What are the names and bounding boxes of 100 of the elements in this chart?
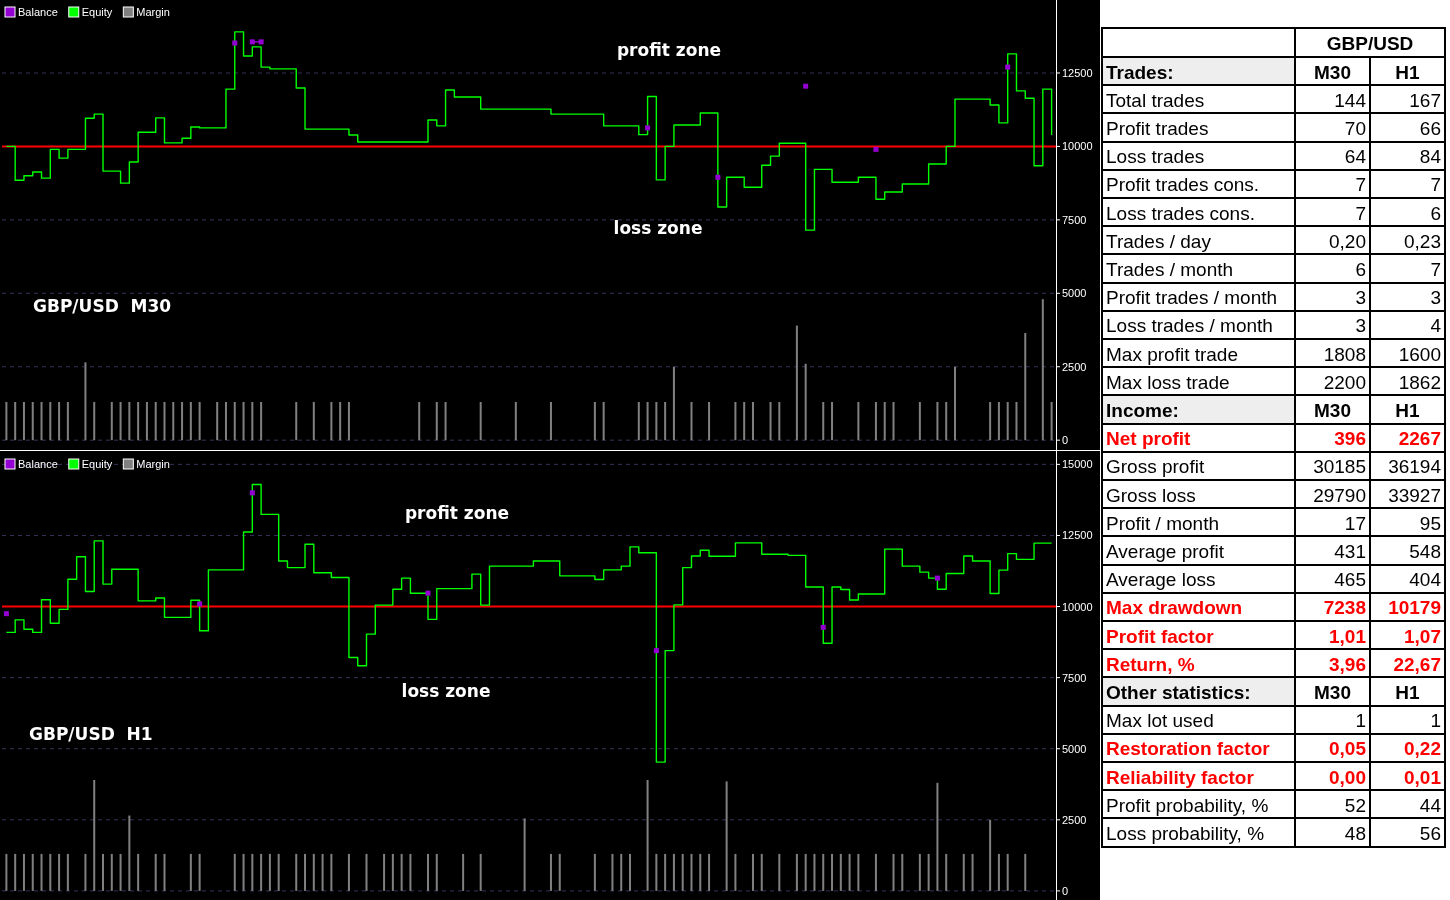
text: GBP/USD M30 (33, 296, 172, 316)
y-tick-label: 2500 (1062, 360, 1087, 373)
category-label: Loss trades / month (1106, 315, 1273, 337)
y-tick-label: 15000 (1062, 458, 1093, 471)
category-label: Max drawdown (1106, 597, 1243, 619)
text: 1808 (1323, 343, 1366, 365)
text: 404 (1409, 569, 1441, 591)
text: 465 (1334, 569, 1366, 591)
text: 95 (1419, 512, 1441, 534)
text: 0,05 (1329, 738, 1366, 760)
category-label: M30 (1314, 400, 1351, 421)
text: 7 (1430, 174, 1441, 196)
text: 167 (1409, 89, 1441, 111)
category-label: Restoration factor (1106, 738, 1270, 760)
category-label: Net profit (1106, 428, 1191, 450)
text: 0,23 (1404, 230, 1441, 252)
y-tick-label: 0 (1062, 434, 1069, 447)
category-label: Max loss trade (1106, 371, 1230, 393)
category-label: Profit trades (1106, 118, 1209, 139)
text: 70 (1344, 118, 1366, 139)
text: 56 (1419, 823, 1441, 844)
category-label: Return, % (1106, 653, 1195, 675)
text: 10179 (1388, 597, 1441, 619)
text: 396 (1334, 428, 1366, 450)
y-tick-label: 12500 (1062, 529, 1093, 542)
category-label: H1 (1395, 400, 1420, 421)
text: 1862 (1398, 371, 1441, 393)
y-tick-label: 5000 (1062, 742, 1087, 755)
text: 0,00 (1329, 766, 1366, 788)
category-label: Income: (1106, 400, 1179, 421)
category-label: Max profit trade (1106, 343, 1238, 365)
category-label: H1 (1395, 682, 1420, 703)
text: 17 (1344, 512, 1366, 534)
category-label: Gross profit (1106, 456, 1205, 478)
category-label: Trades / day (1106, 230, 1211, 252)
text: 22,67 (1393, 653, 1441, 675)
category-label: Loss probability, % (1106, 823, 1265, 844)
text: 30185 (1313, 456, 1366, 478)
y-tick-label: 7500 (1062, 213, 1087, 226)
text: 0,20 (1329, 230, 1366, 252)
annotation: loss zone (613, 218, 703, 238)
legend-label: Margin (136, 458, 170, 470)
text: 52 (1344, 794, 1366, 816)
text: 33927 (1388, 484, 1441, 506)
category-label: Total trades (1106, 89, 1205, 111)
text: 6 (1430, 202, 1441, 224)
text: 2267 (1398, 428, 1441, 450)
text: 7 (1430, 259, 1441, 280)
y-tick-label: 10000 (1062, 600, 1093, 613)
category-label: Average loss (1106, 569, 1216, 591)
text: 2200 (1323, 371, 1366, 393)
text: 1,07 (1404, 625, 1441, 647)
text: 64 (1344, 146, 1366, 168)
text: 3 (1430, 287, 1441, 309)
category-label: Loss trades cons. (1106, 202, 1255, 224)
category-label: Profit factor (1106, 625, 1214, 647)
text: 7 (1355, 202, 1366, 224)
text: 1 (1430, 710, 1441, 732)
text: 1,01 (1329, 625, 1366, 647)
category-label: Reliability factor (1106, 766, 1254, 788)
category-label: Loss trades (1106, 146, 1205, 168)
category-label: H1 (1395, 61, 1421, 83)
category-label: M30 (1314, 682, 1351, 703)
category-label: Profit probability, % (1106, 794, 1269, 816)
category-label: Gross loss (1106, 484, 1196, 506)
text: 144 (1334, 89, 1366, 111)
text: 3,96 (1329, 653, 1366, 675)
category-label: Trades: (1106, 61, 1174, 83)
y-tick-label: 0 (1062, 884, 1069, 897)
legend-label: Balance (18, 458, 58, 470)
text: 548 (1409, 541, 1441, 562)
text: 0,01 (1404, 766, 1441, 788)
text: 1600 (1398, 343, 1441, 365)
text: 84 (1419, 146, 1441, 168)
annotation: profit zone (616, 40, 722, 60)
text: 3 (1355, 315, 1366, 337)
legend-label: Margin (136, 6, 170, 18)
text: 0,22 (1404, 738, 1441, 760)
text: 66 (1419, 118, 1441, 139)
category-label: Max lot used (1106, 710, 1214, 732)
y-tick-label: 12500 (1062, 66, 1093, 79)
text: 48 (1344, 823, 1366, 844)
text: 1 (1355, 710, 1366, 732)
text: 6 (1355, 259, 1366, 280)
category-label: Trades / month (1106, 259, 1234, 280)
text: 29790 (1313, 484, 1366, 506)
legend-label: Equity (81, 6, 113, 18)
category-label: M30 (1314, 61, 1351, 83)
category-label: Average profit (1106, 541, 1224, 562)
y-tick-label: 2500 (1062, 813, 1087, 826)
y-tick-label: 10000 (1062, 140, 1093, 153)
annotation: loss zone (401, 681, 491, 701)
y-tick-label: 7500 (1062, 671, 1087, 684)
category-label: Other statistics: (1106, 682, 1251, 703)
text: 3 (1355, 287, 1366, 309)
text: 7238 (1323, 597, 1366, 619)
category-label: Profit trades cons. (1106, 174, 1260, 196)
text: 7 (1355, 174, 1366, 196)
category-label: Profit / month (1106, 512, 1219, 534)
text: 431 (1334, 541, 1366, 562)
